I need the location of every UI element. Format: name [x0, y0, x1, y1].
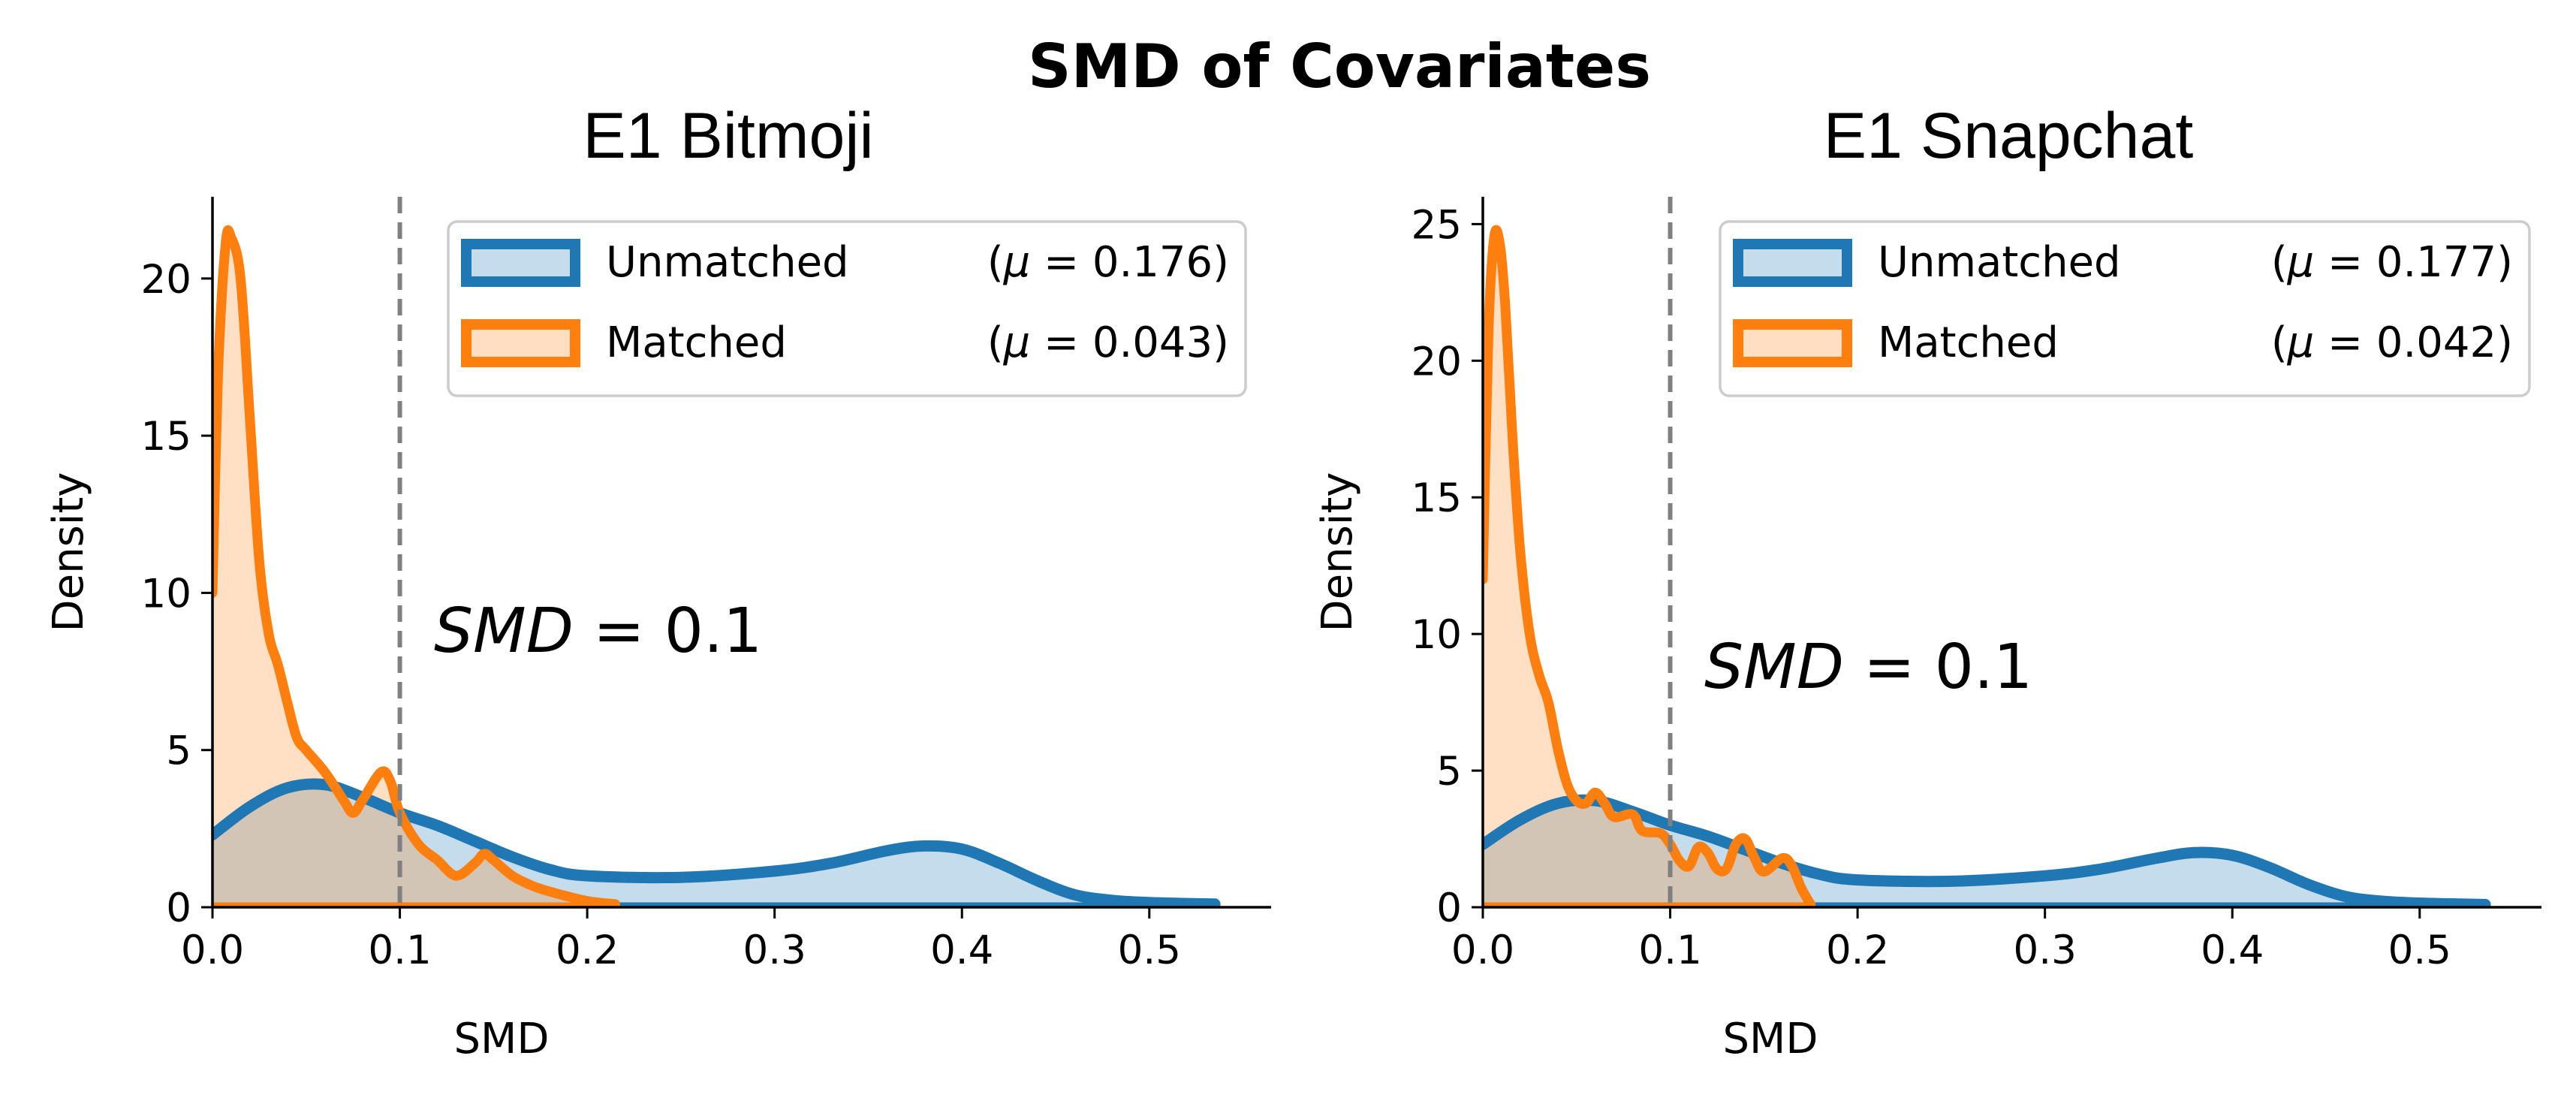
- threshold-label-value: = 0.1: [1844, 632, 2032, 703]
- x-axis-label: SMD: [1723, 1015, 1818, 1063]
- series-line-matched: [1483, 225, 1816, 907]
- legend-stat-open: (: [987, 318, 1004, 367]
- panel-e1-snapchat: E1 Snapchat 0.0 0.1 0.2 0.3 0.4 0.5 0 5 10 15 20 25 S…: [1313, 100, 2541, 1063]
- x-tick-label: 0.4: [2201, 928, 2264, 973]
- legend-stat-value: = 0.176): [1030, 238, 1229, 287]
- legend-stat-matched: (μ = 0.043): [987, 318, 1229, 367]
- y-tick-label: 5: [1436, 749, 1462, 795]
- threshold-label-var: SMD: [434, 596, 574, 667]
- legend-label-matched: Matched: [1878, 318, 2059, 367]
- x-tick-label: 0.0: [1451, 928, 1514, 973]
- y-tick-label: 0: [166, 885, 191, 931]
- plot-area: [212, 225, 1221, 907]
- legend-stat-symbol: μ: [2287, 318, 2315, 367]
- legend-label-unmatched: Unmatched: [1878, 238, 2121, 287]
- legend-stat-symbol: μ: [1003, 318, 1031, 367]
- x-tick-label: 0.1: [1638, 928, 1701, 973]
- figure-title: SMD of Covariates: [1028, 32, 1651, 101]
- legend-frame: [1719, 220, 2531, 397]
- x-tick-label: 0.5: [1118, 928, 1181, 973]
- legend-swatch-matched: [1733, 319, 1852, 367]
- legend-stat-unmatched: (μ = 0.177): [2271, 238, 2513, 287]
- x-tick-label: 0.3: [743, 928, 806, 973]
- y-tick-label: 15: [1412, 475, 1462, 521]
- y-tick-label: 10: [141, 571, 191, 617]
- legend-stat-value: = 0.042): [2314, 318, 2513, 367]
- legend-stat-matched: (μ = 0.042): [2271, 318, 2513, 367]
- legend-frame: [447, 220, 1247, 397]
- y-tick-label: 5: [166, 728, 191, 774]
- legend-stat-value: = 0.043): [1030, 318, 1229, 367]
- series-fill-unmatched: [1483, 800, 2486, 907]
- x-tick-label: 0.0: [181, 928, 244, 973]
- legend-swatch-matched: [461, 319, 580, 367]
- plot-area: [1483, 225, 2491, 907]
- legend-stat-open: (: [2271, 238, 2288, 287]
- y-tick-label: 20: [1412, 339, 1462, 385]
- x-tick-label: 0.5: [2388, 928, 2451, 973]
- legend: Unmatched (μ = 0.177)Matched (μ = 0.042): [1719, 220, 2531, 397]
- series-fill-matched: [212, 230, 616, 907]
- threshold-label-value: = 0.1: [574, 596, 762, 667]
- legend-stat-open: (: [2271, 318, 2288, 367]
- y-axis-label: Density: [44, 472, 93, 632]
- x-tick-label: 0.2: [556, 928, 619, 973]
- legend-stat-value: = 0.177): [2314, 238, 2513, 287]
- legend-stat-unmatched: (μ = 0.176): [987, 238, 1229, 287]
- legend-swatch-unmatched: [461, 239, 580, 287]
- y-tick-label: 20: [141, 257, 191, 303]
- legend: Unmatched (μ = 0.176)Matched (μ = 0.043): [447, 220, 1247, 397]
- series-line-matched: [212, 225, 620, 907]
- y-tick-label: 25: [1412, 202, 1462, 248]
- legend-label-matched: Matched: [606, 318, 787, 367]
- y-tick-label: 15: [141, 414, 191, 460]
- panel-title: E1 Snapchat: [1824, 100, 2194, 172]
- y-tick-label: 10: [1412, 612, 1462, 658]
- legend-label-unmatched: Unmatched: [606, 238, 849, 287]
- legend-stat-symbol: μ: [2287, 238, 2315, 287]
- y-axis-label: Density: [1313, 472, 1362, 632]
- x-axis-label: SMD: [454, 1015, 550, 1063]
- threshold-label: SMD = 0.1: [434, 596, 762, 667]
- panel-title: E1 Bitmoji: [583, 100, 873, 172]
- x-tick-label: 0.3: [2014, 928, 2077, 973]
- legend-stat-open: (: [987, 238, 1004, 287]
- legend-swatch-unmatched: [1733, 239, 1852, 287]
- x-tick-label: 0.2: [1826, 928, 1889, 973]
- y-tick-label: 0: [1436, 885, 1462, 931]
- panel-e1-bitmoji: E1 Bitmoji 0.0 0.1 0.2 0.3 0.4 0.5 0 5 10 15 20 SMD D…: [44, 100, 1271, 1063]
- x-tick-label: 0.1: [368, 928, 431, 973]
- threshold-label: SMD = 0.1: [1704, 632, 2032, 703]
- series-fill-matched: [1483, 230, 1811, 907]
- x-tick-label: 0.4: [930, 928, 993, 973]
- legend-stat-symbol: μ: [1003, 238, 1031, 287]
- threshold-label-var: SMD: [1704, 632, 1844, 703]
